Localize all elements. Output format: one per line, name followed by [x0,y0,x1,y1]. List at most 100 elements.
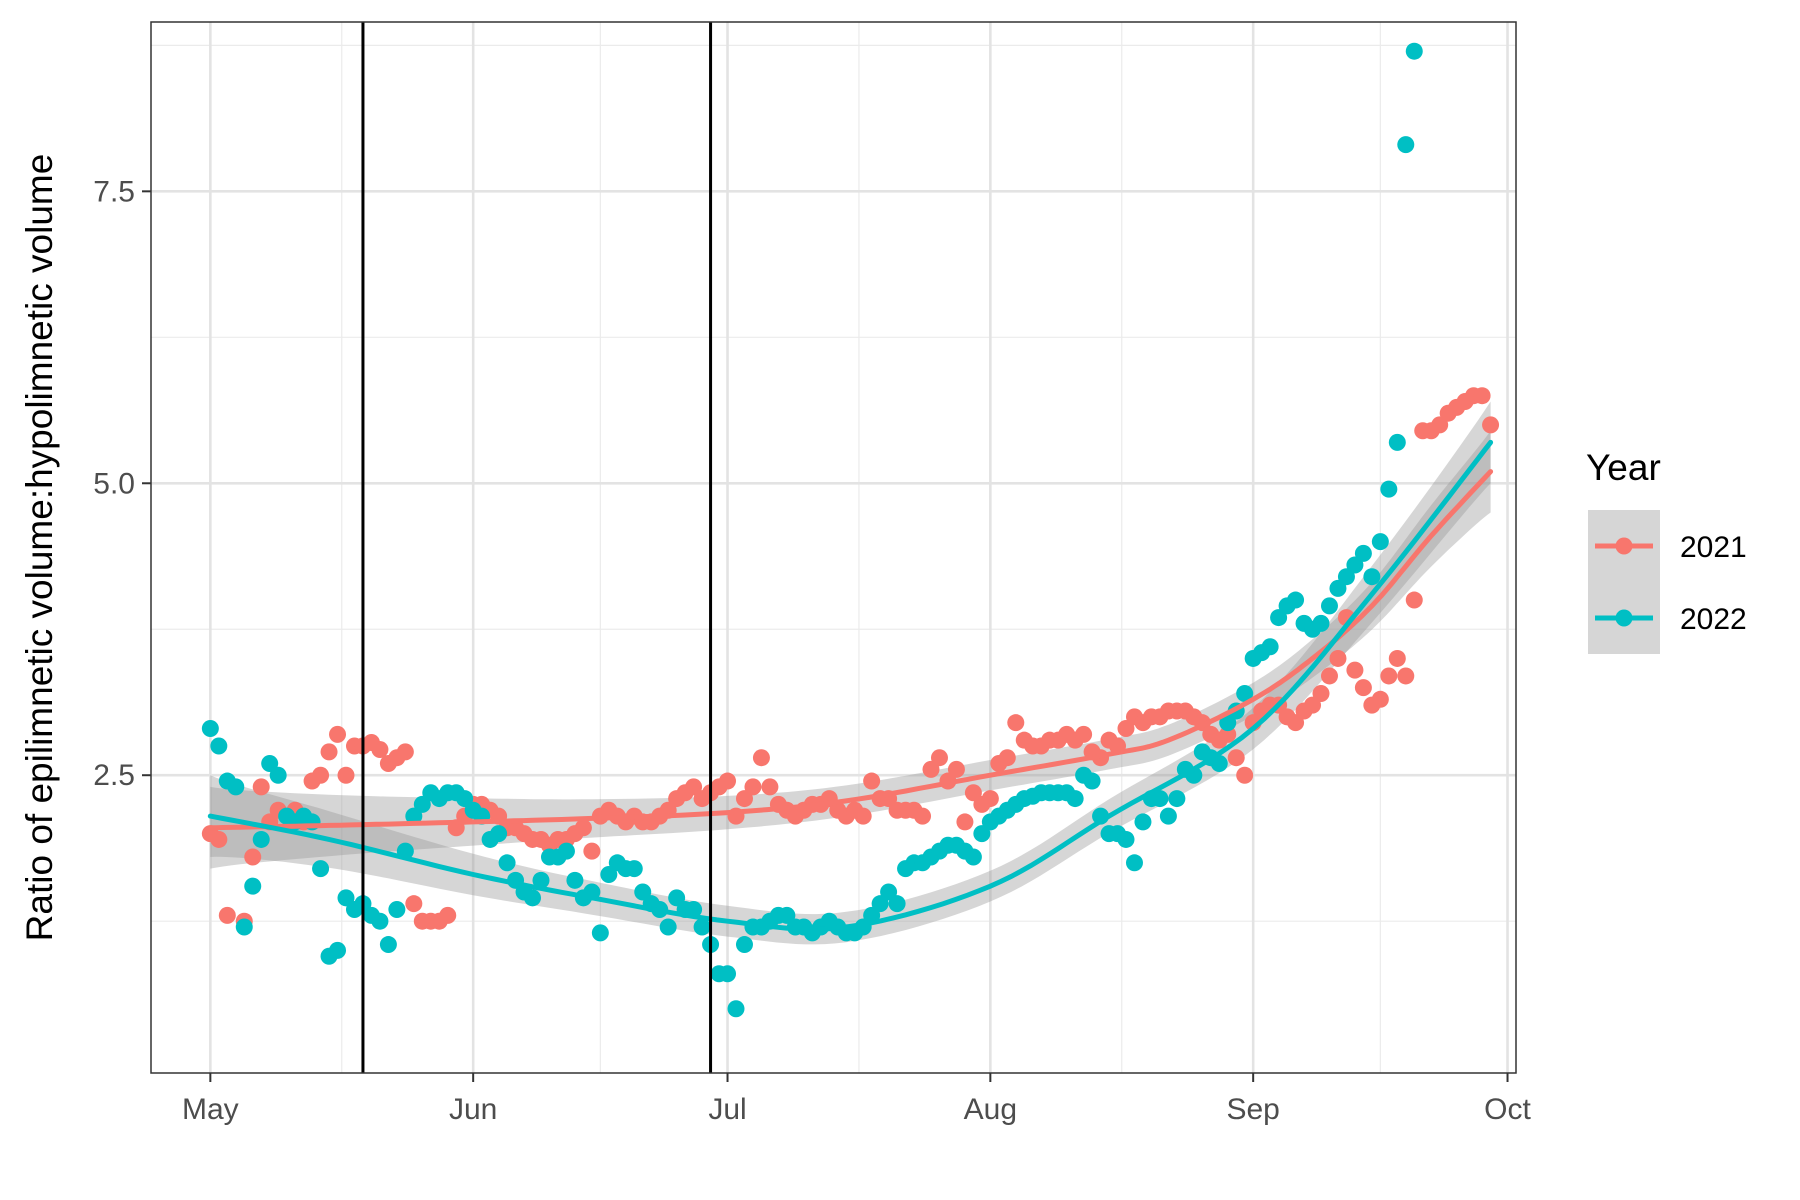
point-2021 [735,790,753,808]
point-2022 [1219,714,1237,732]
legend-label-2022: 2022 [1680,603,1747,636]
point-2022 [1125,854,1143,872]
point-2022 [591,924,609,942]
point-2022 [1405,42,1423,60]
point-2021 [914,807,932,825]
point-2022 [1083,772,1101,790]
point-2022 [1159,807,1177,825]
point-2021 [854,807,872,825]
point-2022 [659,918,677,936]
point-2021 [1236,766,1254,784]
point-2022 [719,965,737,983]
point-2021 [863,772,881,790]
point-2021 [1397,667,1415,685]
point-2022 [210,737,228,755]
point-2021 [1329,649,1347,667]
point-2021 [981,790,999,808]
point-2022 [1380,480,1398,498]
y-tick-label: 5.0 [93,467,135,500]
legend-title: Year [1586,447,1661,488]
point-2022 [201,720,219,738]
legend-key-point-2022 [1615,609,1633,627]
point-2021 [1075,725,1093,743]
point-2021 [405,895,423,913]
point-2021 [574,819,592,837]
point-2021 [337,766,355,784]
point-2021 [964,784,982,802]
point-2021 [947,760,965,778]
point-2021 [210,830,228,848]
point-2022 [1320,597,1338,615]
major-gridlines [151,22,1516,1073]
point-2021 [930,749,948,767]
point-2022 [1117,830,1135,848]
point-2022 [532,871,550,889]
point-2022 [337,889,355,907]
point-2021 [1117,720,1135,738]
point-2021 [1380,667,1398,685]
point-2022 [1397,136,1415,154]
point-2022 [490,825,508,843]
point-2021 [329,725,347,743]
point-2022 [261,755,279,773]
point-2021 [1431,416,1449,434]
point-2021 [1320,667,1338,685]
x-tick-label: Jun [449,1093,497,1126]
point-2022 [727,1000,745,1018]
legend-label-2021: 2021 [1680,531,1747,564]
y-tick-label: 2.5 [93,759,135,792]
point-2021 [1219,725,1237,743]
point-2022 [1287,591,1305,609]
x-tick-label: May [182,1093,239,1126]
point-2022 [1270,609,1288,627]
point-2021 [1346,661,1364,679]
x-axis: May Jun Jul Aug Sep Oct [182,1073,1532,1126]
point-2022 [244,877,262,895]
point-2022 [735,936,753,954]
point-2021 [1287,714,1305,732]
y-axis: 2.5 5.0 7.5 [93,175,151,792]
legend-key-point-2021 [1615,537,1633,555]
x-tick-label: Jul [708,1093,746,1126]
point-2022 [871,895,889,913]
point-2021 [998,749,1016,767]
point-2022 [1168,790,1186,808]
point-2021 [1371,690,1389,708]
point-2022 [498,854,516,872]
point-2022 [778,906,796,924]
x-tick-label: Aug [964,1093,1017,1126]
legend-key-background [1588,510,1660,654]
point-2022 [1312,614,1330,632]
point-2022 [1066,790,1084,808]
point-2021 [320,743,338,761]
point-2022 [413,795,431,813]
point-2021 [396,743,414,761]
point-2022 [1210,755,1228,773]
point-2022 [456,790,474,808]
point-2022 [1236,684,1254,702]
point-2021 [1473,387,1491,405]
point-2022 [252,830,270,848]
point-2021 [1482,416,1500,434]
point-2021 [719,772,737,790]
point-2022 [235,918,253,936]
point-2022 [269,766,287,784]
point-2022 [312,860,330,878]
panel-border [150,21,1517,1074]
point-2021 [1304,696,1322,714]
point-2021 [752,749,770,767]
point-2022 [405,807,423,825]
point-2022 [888,895,906,913]
point-2021 [312,766,330,784]
point-2021 [244,848,262,866]
point-2022 [566,871,584,889]
smooth-line-2022 [207,439,1494,932]
point-2022 [1371,533,1389,551]
point-2021 [685,778,703,796]
point-2021 [1405,591,1423,609]
point-2021 [1312,684,1330,702]
point-2022 [1134,813,1152,831]
point-2022 [388,901,406,919]
